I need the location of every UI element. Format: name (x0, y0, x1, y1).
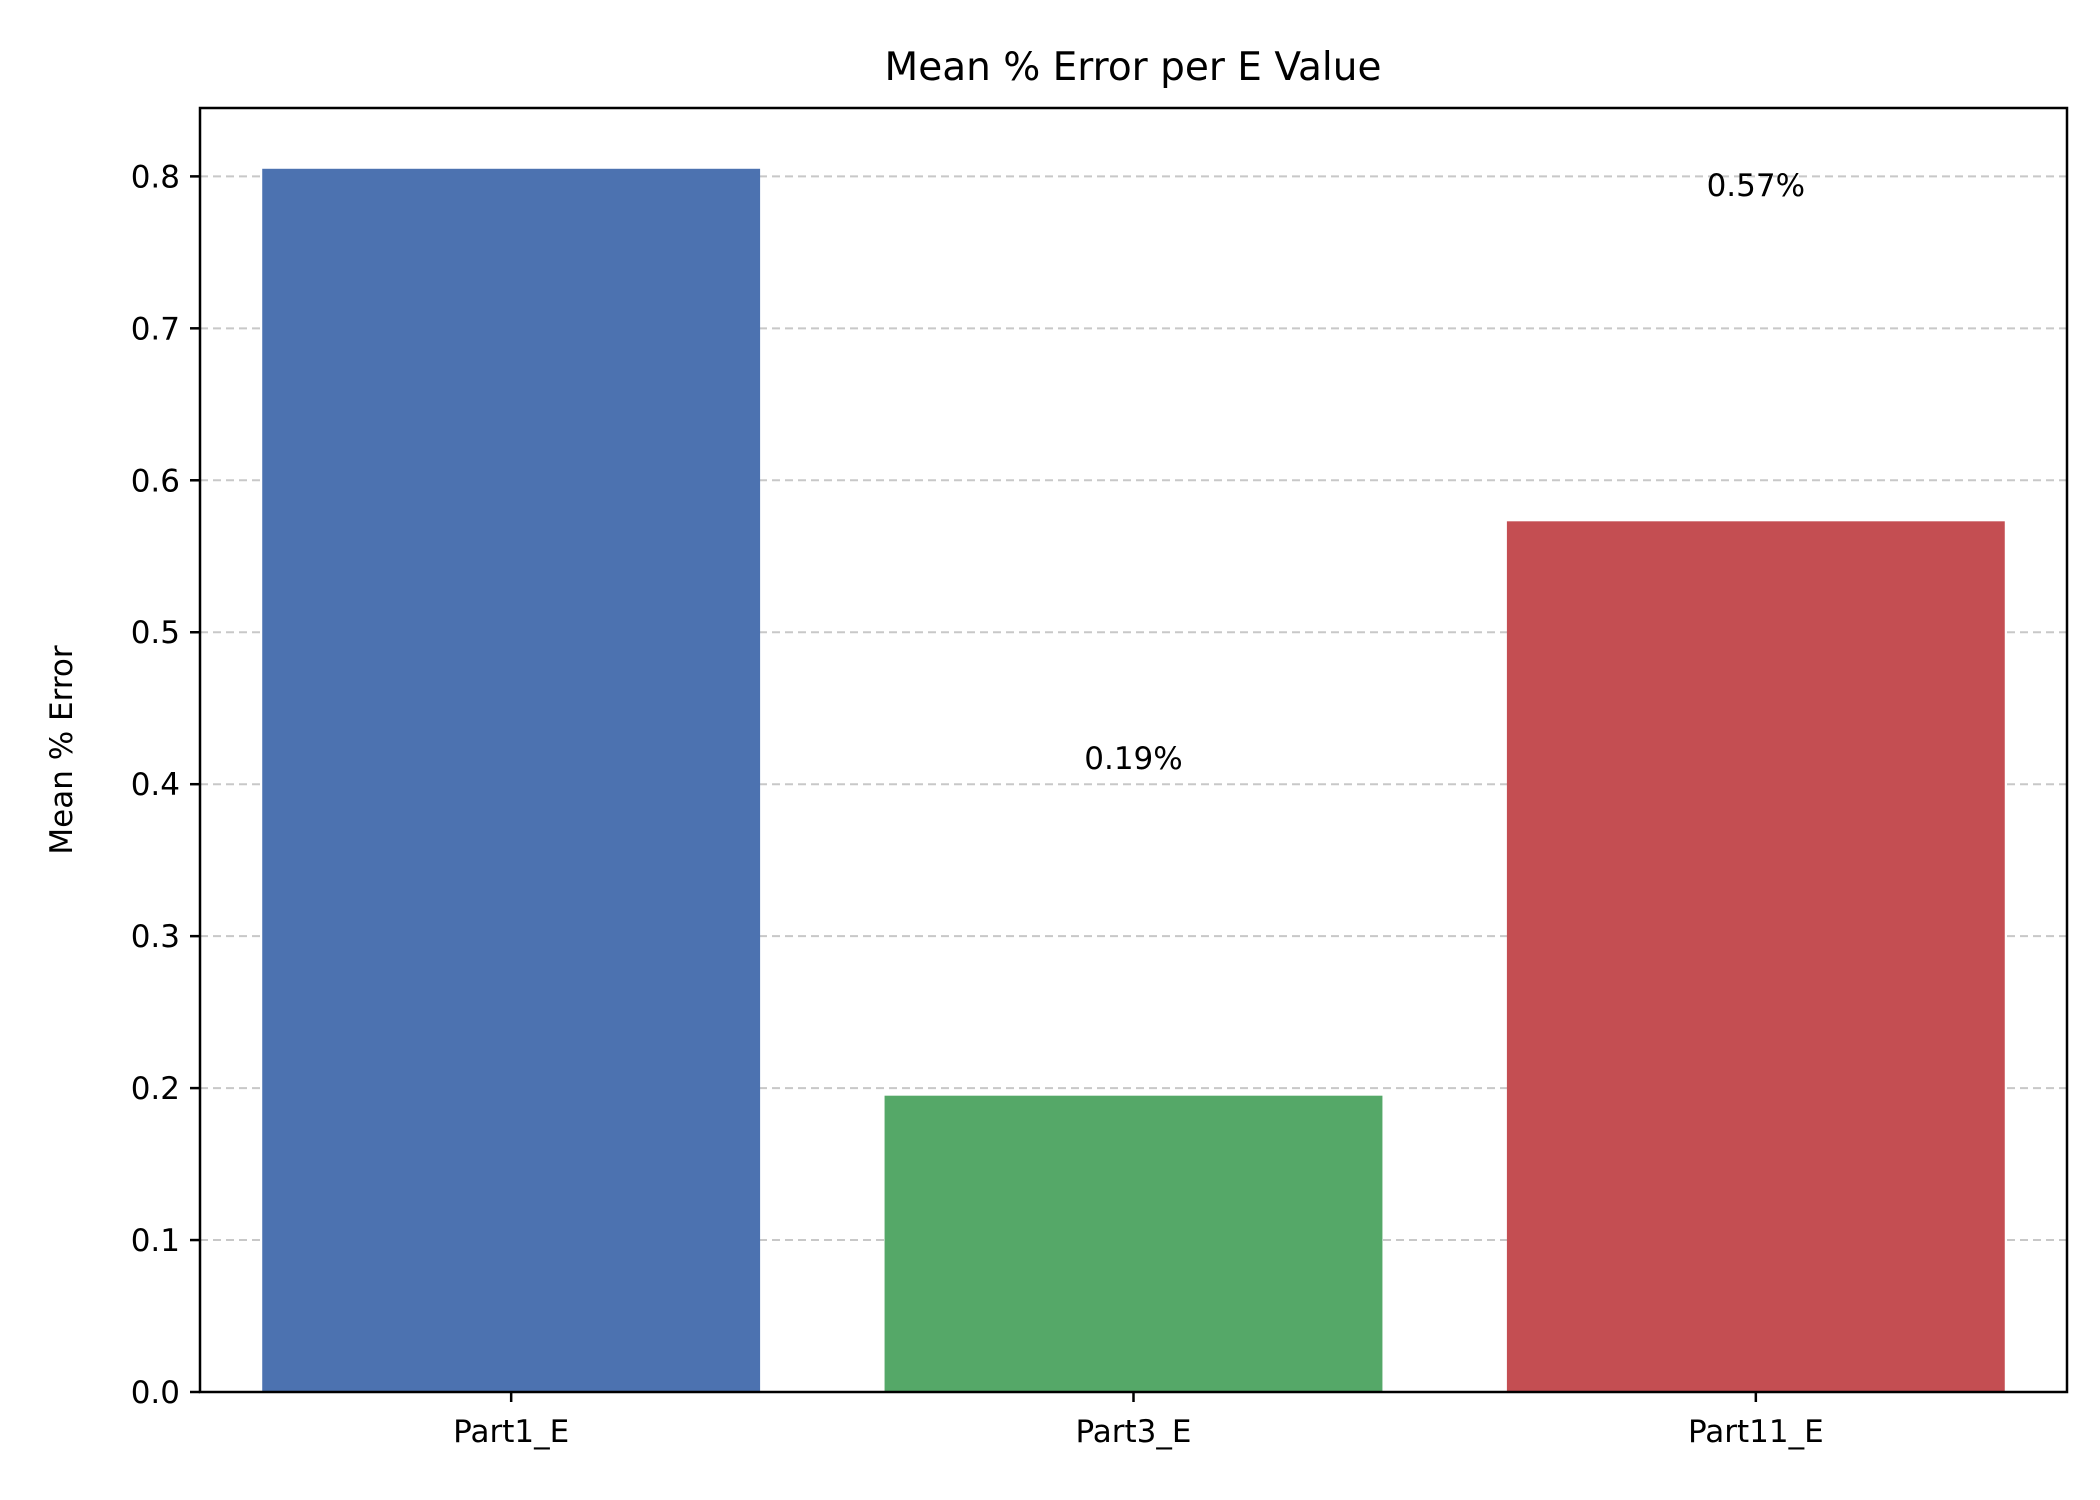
y-tick-label: 0.5 (131, 615, 180, 651)
y-tick-label: 0.6 (131, 463, 180, 499)
bar-part1-e (262, 168, 761, 1393)
bar-part3-e (884, 1095, 1383, 1392)
y-tick-label: 0.3 (131, 919, 180, 955)
x-tick-label: Part11_E (1688, 1414, 1824, 1450)
x-tick-label: Part3_E (1075, 1414, 1191, 1450)
y-tick-label: 0.8 (131, 159, 180, 195)
chart-title: Mean % Error per E Value (885, 45, 1382, 90)
bars (262, 168, 2005, 1393)
y-tick-label: 0.7 (131, 311, 180, 347)
bar-part11-e (1506, 521, 2005, 1392)
y-axis-ticks: 0.0 0.1 0.2 0.3 0.4 0.5 0.6 0.7 0.8 (131, 159, 200, 1411)
y-tick-label: 0.0 (131, 1375, 180, 1411)
y-tick-label: 0.2 (131, 1071, 180, 1107)
x-tick-label: Part1_E (453, 1414, 569, 1450)
x-axis-ticks: Part1_E Part3_E Part11_E (453, 1392, 1824, 1450)
data-label-part11-e: 0.57% (1707, 168, 1805, 204)
data-label-part3-e: 0.19% (1084, 741, 1182, 777)
y-tick-label: 0.4 (131, 767, 180, 803)
data-labels: 0.19% 0.57% (1084, 168, 1805, 777)
y-tick-label: 0.1 (131, 1223, 180, 1259)
y-axis-title: Mean % Error (44, 645, 80, 854)
